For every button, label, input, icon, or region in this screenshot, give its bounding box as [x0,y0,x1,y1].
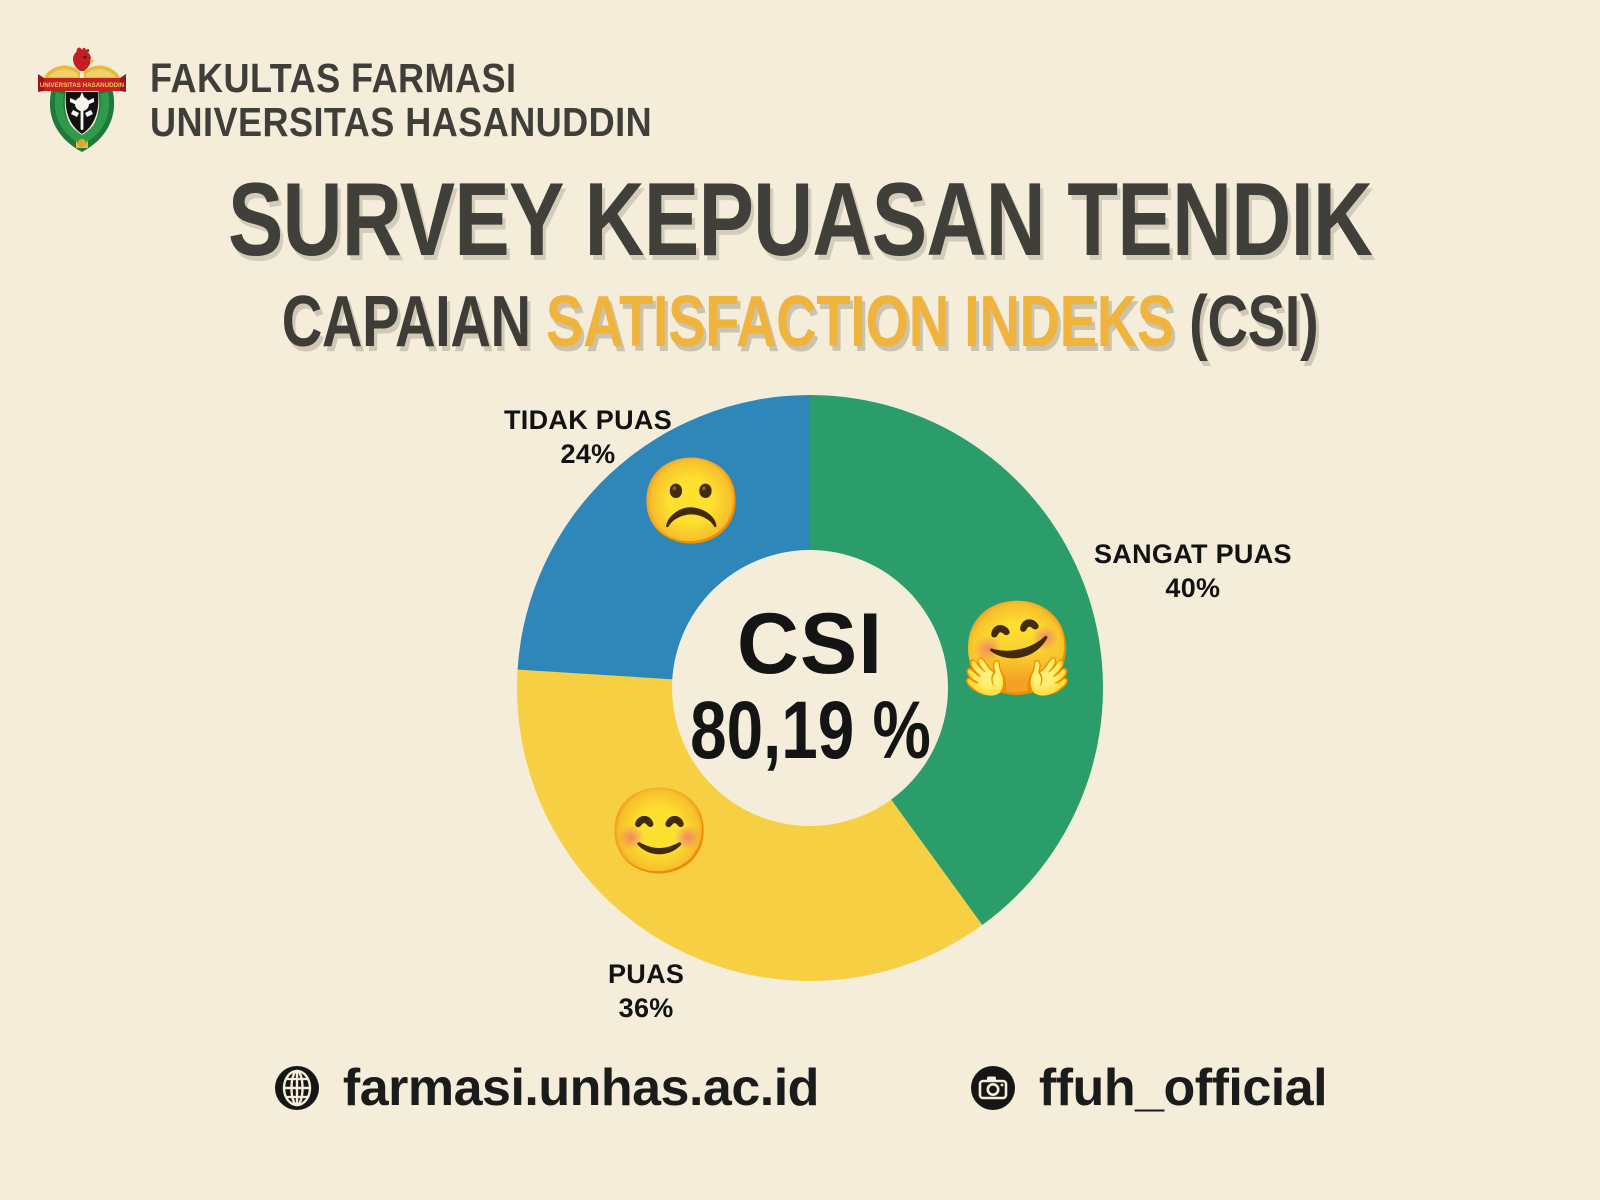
slice-label-sangat-puas-name: SANGAT PUAS [1094,539,1292,569]
donut-slice-sangat-puas [810,395,1103,926]
title-block: SURVEY KEPUASAN TENDIK CAPAIAN SATISFACT… [0,168,1600,358]
faculty-name-block: FAKULTAS FARMASI UNIVERSITAS HASANUDDIN [150,54,721,145]
subtitle-highlight: SATISFACTION INDEKS [545,282,1174,362]
slice-label-puas-pct: 36% [618,992,674,1023]
slice-label-tidak-puas-name: TIDAK PUAS [504,405,673,435]
footer-contacts: farmasi.unhas.ac.id ffuh_official [0,1058,1600,1118]
faculty-line-1: FAKULTAS FARMASI [150,54,517,101]
website-contact[interactable]: farmasi.unhas.ac.id [273,1058,819,1118]
slice-label-tidak-puas-pct: 24% [560,438,616,469]
instagram-camera-icon [969,1064,1017,1112]
slice-label-tidak-puas: TIDAK PUAS 24% [504,404,672,472]
svg-text:UNIVERSITAS HASANUDDIN: UNIVERSITAS HASANUDDIN [40,82,125,89]
frowning-face-icon: ☹️ [639,454,744,548]
instagram-handle[interactable]: ffuh_official [1038,1059,1328,1117]
website-url[interactable]: farmasi.unhas.ac.id [342,1059,820,1117]
hugging-face-icon: 🤗 [960,598,1075,700]
donut-hole [672,550,948,826]
slice-label-puas: PUAS 36% [608,958,684,1026]
subtitle-suffix: (CSI) [1173,282,1319,362]
instagram-contact[interactable]: ffuh_official [969,1058,1328,1118]
smiling-face-icon: 😊 [607,784,712,878]
slice-label-puas-name: PUAS [608,959,685,989]
page-subtitle: CAPAIAN SATISFACTION INDEKS (CSI) [176,286,1424,358]
subtitle-prefix: CAPAIAN [281,282,546,362]
globe-icon [273,1064,321,1112]
header-branding: UNIVERSITAS HASANUDDIN FAKULTAS FARMASI … [36,44,721,156]
page-title: SURVEY KEPUASAN TENDIK [227,162,1373,278]
slice-label-sangat-puas-pct: 40% [1165,572,1221,603]
slice-label-sangat-puas: SANGAT PUAS 40% [1094,538,1292,606]
faculty-line-2: UNIVERSITAS HASANUDDIN [150,99,653,145]
universitas-hasanuddin-crest-icon: UNIVERSITAS HASANUDDIN [36,44,128,156]
donut-slice-puas [517,669,983,981]
